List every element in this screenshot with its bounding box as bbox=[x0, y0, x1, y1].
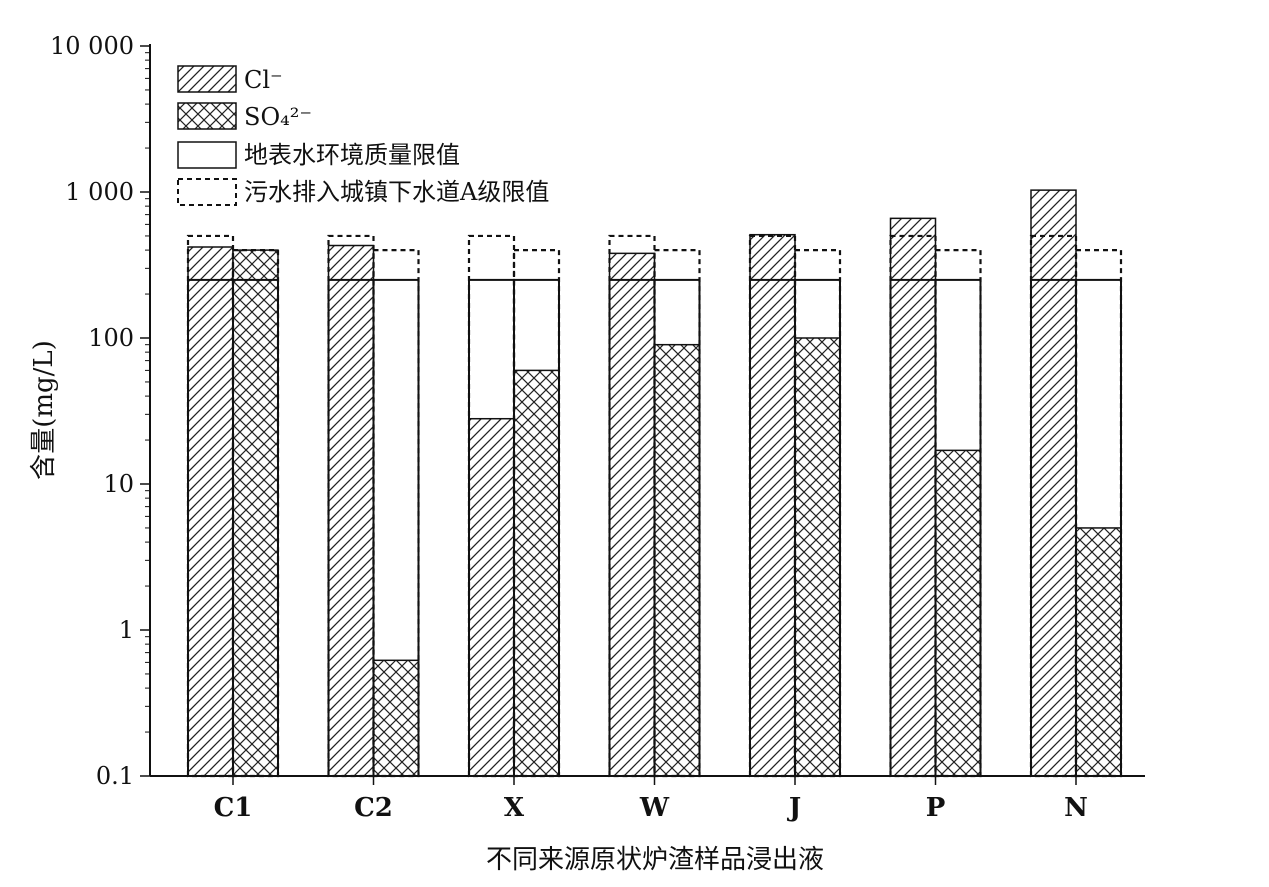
x-tick-label-c1: C1 bbox=[214, 793, 253, 823]
y-axis-title: 含量(mg/L) bbox=[29, 340, 59, 480]
chart-axes: C1 C2 X W J P N 0.1 1 10 100 1 000 10 000 bbox=[50, 32, 1145, 823]
x-tick-label-x: X bbox=[504, 793, 525, 823]
limit-sewer-so4-j bbox=[793, 248, 842, 778]
bar-cl-w bbox=[608, 252, 656, 777]
x-tick-label-j: J bbox=[787, 793, 801, 823]
legend-swatch-sewer-limit bbox=[177, 178, 237, 206]
legend-label-surface-limit: 地表水环境质量限值 bbox=[244, 141, 460, 169]
legend-label-sewer-limit: 污水排入城镇下水道A级限值 bbox=[244, 178, 549, 206]
x-tick-label-p: P bbox=[926, 793, 946, 823]
y-tick-label-5: 10 000 bbox=[50, 32, 134, 60]
bar-cl-x bbox=[468, 417, 515, 777]
limit-sewer-so4-p bbox=[934, 248, 982, 778]
limit-sewer-so4-c1 bbox=[231, 248, 280, 778]
bar-so4-j bbox=[794, 337, 841, 777]
y-tick-label-1: 1 bbox=[119, 616, 134, 644]
bar-cl-p bbox=[889, 217, 937, 777]
legend-swatch-cl bbox=[177, 65, 237, 93]
bar-cl-n bbox=[1030, 189, 1077, 777]
legend-label-cl: Cl⁻ bbox=[244, 66, 283, 94]
y-tick-label-4: 1 000 bbox=[65, 178, 134, 206]
x-tick-label-n: N bbox=[1064, 793, 1088, 823]
y-tick-label-0: 0.1 bbox=[96, 762, 134, 790]
bar-so4-x bbox=[513, 369, 560, 777]
limit-sewer-so4-n bbox=[1074, 248, 1123, 778]
bar-so4-p bbox=[934, 449, 982, 777]
bar-so4-w bbox=[653, 343, 701, 777]
legend-label-so4: SO₄²⁻ bbox=[244, 103, 312, 131]
bar-cl-c1 bbox=[187, 246, 234, 777]
x-tick-label-c2: C2 bbox=[354, 793, 393, 823]
bar-so4-c2 bbox=[372, 659, 420, 777]
bar-so4-n bbox=[1075, 527, 1122, 777]
legend-swatch-surface-limit bbox=[177, 141, 237, 169]
limit-sewer-so4-x bbox=[512, 248, 561, 778]
limit-sewer-so4-w bbox=[653, 248, 701, 778]
legend-swatch-so4 bbox=[177, 102, 237, 130]
x-tick-label-w: W bbox=[639, 793, 670, 823]
bar-cl-c2 bbox=[327, 244, 375, 777]
limit-sewer-so4-c2 bbox=[372, 248, 420, 778]
bar-so4-c1 bbox=[232, 249, 279, 777]
y-tick-label-3: 100 bbox=[88, 324, 134, 352]
x-axis-title: 不同来源原状炉渣样品浸出液 bbox=[486, 845, 824, 875]
bar-cl-j bbox=[749, 233, 796, 777]
chart-marks bbox=[186, 189, 1123, 778]
legend: Cl⁻ SO₄²⁻ 地表水环境质量限值 污水排入城镇下水道A级限值 bbox=[177, 65, 549, 206]
y-tick-label-2: 10 bbox=[103, 470, 134, 498]
